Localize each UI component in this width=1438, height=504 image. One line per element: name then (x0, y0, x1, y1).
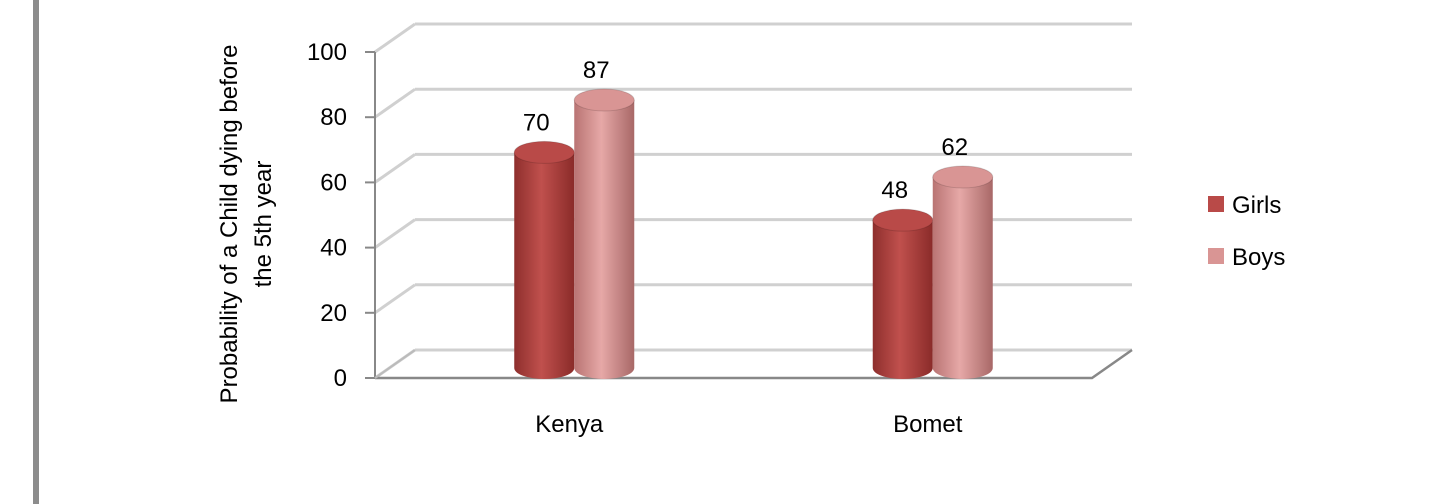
axis-layer (365, 51, 1133, 380)
label-layer: 0 20 40 60 80 100 70 87 Kenya 48 62 Bomet (307, 39, 968, 438)
bar-top (932, 165, 994, 189)
left-border-rule (33, 0, 39, 504)
x-tick-label-kenya: Kenya (535, 411, 604, 438)
y-tick-label-0: 0 (334, 365, 347, 392)
grid-layer (374, 22, 1132, 380)
gridline-side-60 (374, 153, 416, 184)
floor-side-edge (374, 349, 416, 379)
legend-swatch-boys (1208, 248, 1224, 264)
bar-body (872, 220, 933, 380)
bar-layer (513, 88, 994, 380)
legend-swatch-girls (1208, 196, 1224, 212)
bar-bomet-boys (932, 165, 994, 379)
gridline-side-80 (374, 87, 416, 119)
bar-top (872, 208, 934, 232)
y-tick-label-60: 60 (320, 169, 347, 196)
gridline-side-20 (374, 283, 416, 315)
data-label-kenya-girls: 70 (523, 109, 550, 136)
legend: Girls Boys (1208, 192, 1285, 271)
data-label-bomet-girls: 48 (881, 177, 908, 204)
gridline-side-100 (374, 22, 416, 54)
bar-top (573, 88, 635, 112)
legend-label-girls: Girls (1232, 192, 1281, 219)
bar-body (574, 100, 635, 380)
bar-body (514, 152, 575, 380)
data-label-bomet-boys: 62 (941, 134, 968, 161)
x-tick-label-bomet: Bomet (893, 411, 963, 438)
data-label-kenya-boys: 87 (583, 57, 610, 84)
floor-edge (375, 348, 1133, 380)
y-tick-label-20: 20 (320, 300, 347, 327)
bar-bomet-girls (872, 208, 934, 380)
bar-top (513, 140, 575, 164)
y-tick-label-100: 100 (307, 39, 347, 66)
y-tick-label-80: 80 (320, 104, 347, 131)
bar-kenya-girls (513, 140, 575, 380)
legend-label-boys: Boys (1232, 244, 1285, 271)
y-tick-label-40: 40 (320, 235, 347, 262)
bar-kenya-boys (573, 88, 635, 380)
gridline-side-40 (374, 218, 416, 249)
bar-body (932, 177, 993, 379)
y-axis-label-line-2: the 5th year (250, 161, 277, 288)
y-axis-label-line-1: Probability of a Child dying before (216, 45, 243, 404)
